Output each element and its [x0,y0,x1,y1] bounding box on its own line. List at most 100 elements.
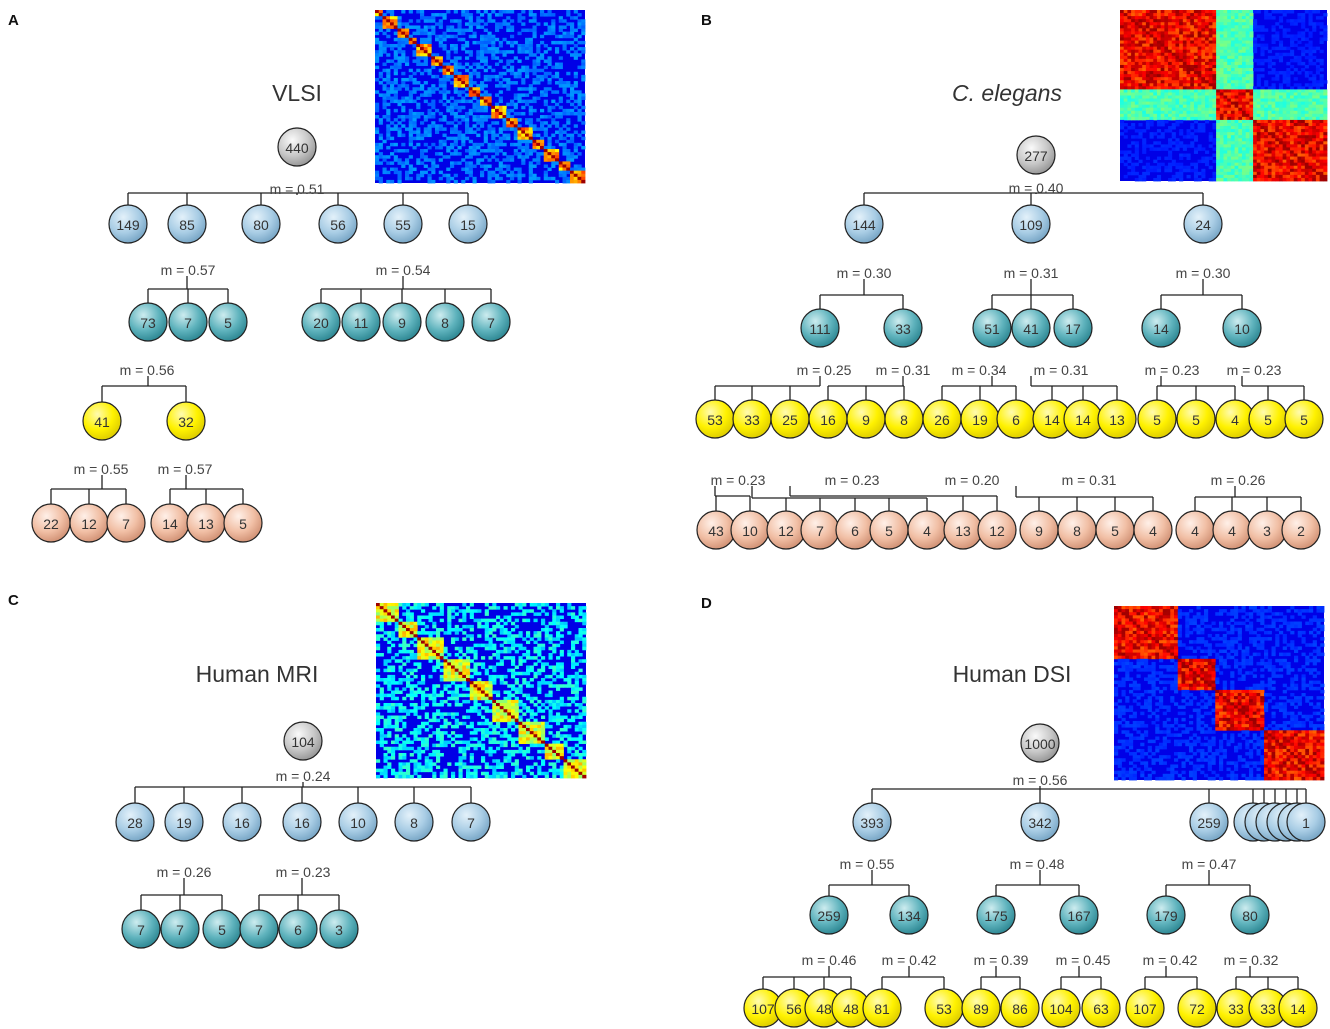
heatmap-cell [547,149,552,153]
heatmap-cell [432,606,437,610]
module-circle [318,204,358,244]
heatmap-cell [1134,71,1139,75]
heatmap-cell [1227,13,1232,17]
heatmap-cell [541,628,546,632]
heatmap-cell [1171,92,1176,96]
heatmap-cell [484,609,489,613]
heatmap-cell [1227,156,1232,161]
heatmap-cell [1131,116,1136,121]
heatmap-cell [581,170,586,175]
heatmap-cell [1297,153,1302,157]
heatmap-cell [582,637,587,641]
heatmap-cell [1197,177,1202,182]
heatmap-cell [376,637,381,641]
heatmap-cell [498,111,503,116]
heatmap-cell [1201,89,1206,93]
heatmap-cell [521,111,526,116]
heatmap-cell [1138,31,1143,35]
heatmap-cell [1205,58,1210,63]
heatmap-cell [528,47,533,51]
heatmap-cell [1241,119,1247,124]
heatmap-cell [1230,34,1235,38]
heatmap-cell [495,93,500,97]
heatmap-cell [439,646,444,651]
heatmap-cell [446,34,451,39]
heatmap-cell [506,155,511,159]
heatmap-cell [438,43,443,48]
heatmap-cell [1175,28,1180,32]
heatmap-cell [1216,89,1221,93]
heatmap-cell [483,93,488,97]
heatmap-cell [1301,153,1306,157]
heatmap-cell [416,10,421,14]
heatmap-cell [1156,74,1162,78]
heatmap-cell [1134,77,1139,81]
heatmap-cell [1182,98,1187,102]
heatmap-cell [386,102,391,107]
heatmap-cell [405,99,410,104]
heatmap-cell [457,161,462,165]
heatmap-cell [1193,89,1199,93]
heatmap-cell [386,77,391,82]
heatmap-cell [521,16,526,20]
heatmap-cell [1208,43,1213,48]
heatmap-cell [1315,107,1321,112]
heatmap-cell [1219,135,1224,139]
heatmap-cell [379,606,384,610]
heatmap-cell [393,170,398,175]
heatmap-cell [453,43,458,48]
heatmap-cell [1282,159,1287,164]
heatmap-cell [387,612,392,616]
heatmap-cell [1179,83,1184,87]
heatmap-cell [537,637,542,641]
heatmap-cell [1253,101,1258,106]
heatmap-cell [1315,153,1321,157]
heatmap-cell [1238,168,1243,173]
heatmap-cell [450,145,455,150]
heatmap-cell [1308,86,1313,90]
heatmap-cell [469,609,474,613]
heatmap-cell [1164,165,1169,170]
heatmap-cell [1323,162,1328,167]
heatmap-cell [491,149,496,153]
heatmap-cell [502,164,507,168]
heatmap-cell [521,127,526,131]
heatmap-cell [462,631,467,635]
heatmap-cell [409,612,414,616]
heatmap-cell [1282,89,1287,93]
heatmap-cell [556,643,561,648]
heatmap-cell [1260,126,1265,130]
heatmap-cell [1149,16,1154,20]
heatmap-cell [567,603,572,607]
heatmap-cell [573,130,578,134]
module-size-label: 10 [1234,321,1250,337]
heatmap-cell [1168,141,1173,145]
heatmap-cell [1290,147,1295,151]
heatmap-cell [566,34,571,39]
heatmap-cell [1271,46,1276,51]
heatmap-cell [1219,153,1224,157]
heatmap-cell [1120,40,1125,44]
heatmap-cell [536,50,541,54]
heatmap-cell [551,90,556,94]
heatmap-cell [1286,89,1291,93]
heatmap-cell [1234,68,1239,72]
heatmap-cell [416,19,421,23]
heatmap-cell [483,167,488,172]
heatmap-cell [1223,129,1228,133]
heatmap-cell [466,609,471,613]
heatmap-cell [436,631,441,635]
heatmap-cell [376,603,381,607]
heatmap-cell [1230,141,1235,145]
heatmap-cell [1205,16,1210,20]
heatmap-cell [1241,98,1247,102]
heatmap-cell [1256,95,1261,99]
heatmap-cell [1131,49,1136,54]
heatmap-cell [1123,101,1128,106]
heatmap-cell [1234,74,1239,78]
heatmap-cell [495,158,500,162]
heatmap-cell [1208,107,1213,112]
heatmap-cell [1197,144,1202,148]
heatmap-cell [1304,49,1309,54]
heatmap-cell [1319,16,1324,20]
